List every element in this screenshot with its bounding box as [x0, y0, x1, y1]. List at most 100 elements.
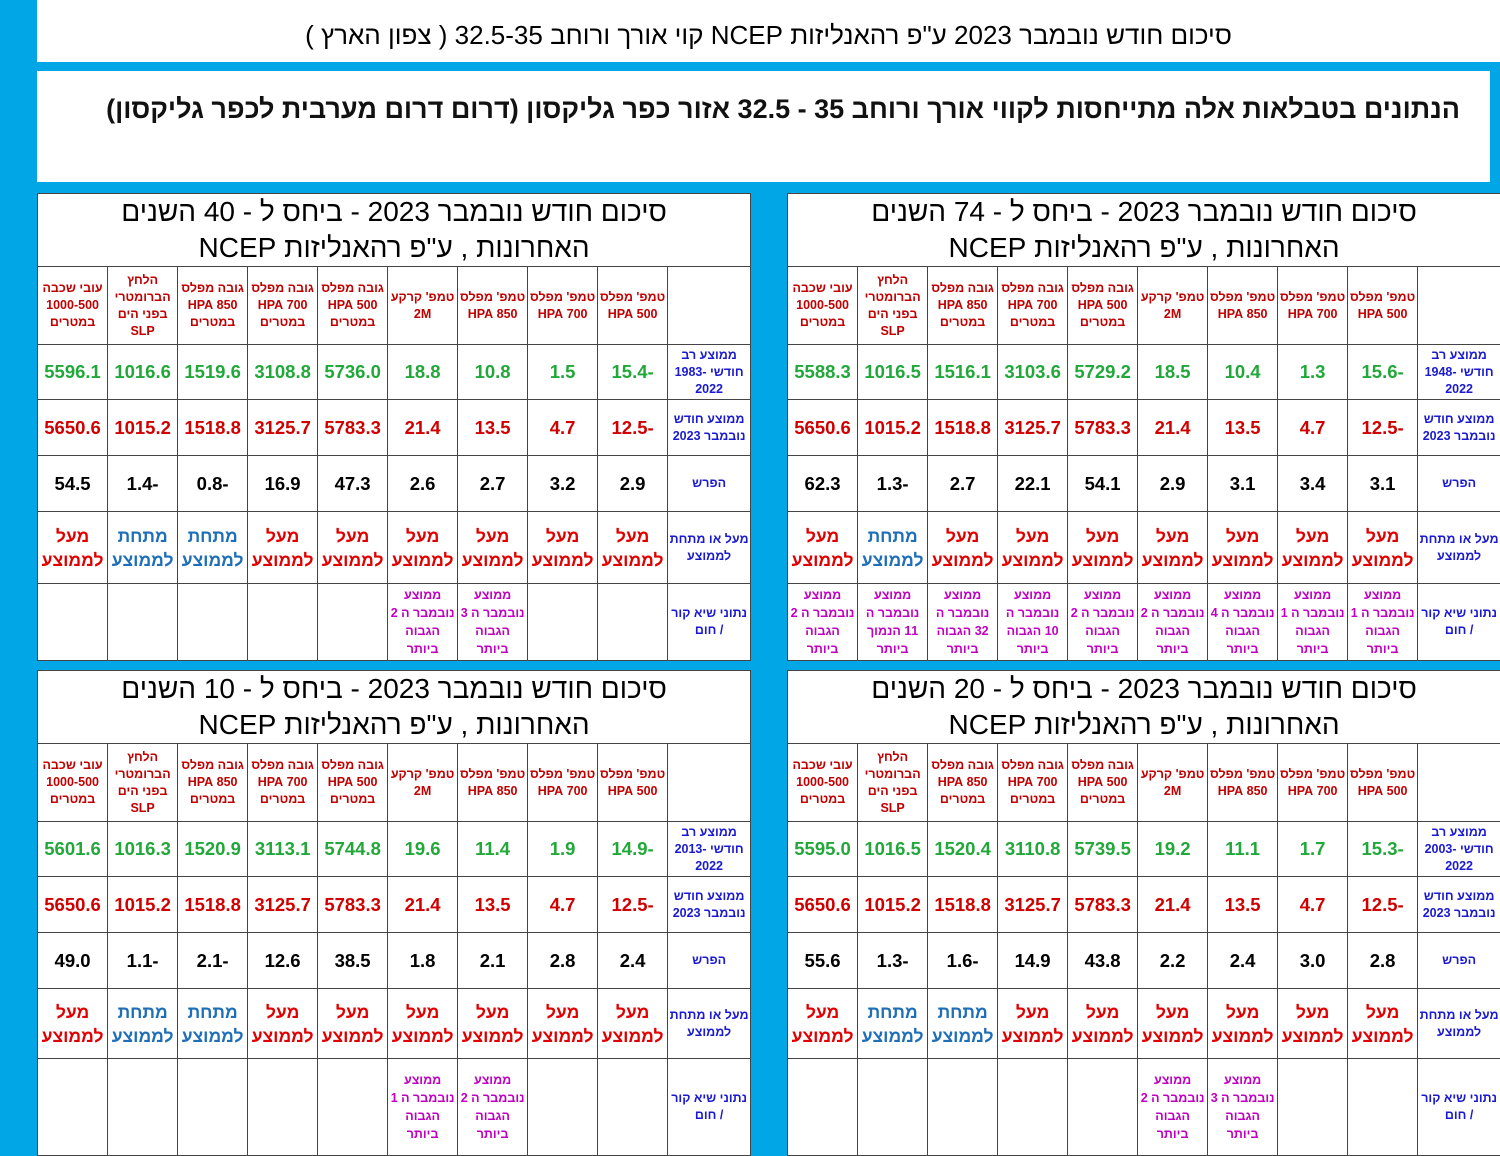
- corner-cell: [667, 743, 752, 822]
- value-cell: 1520.9: [177, 821, 249, 877]
- corner-cell: [1417, 743, 1500, 822]
- summary-table: סיכום חודש נובמבר 2023 - ביחס ל - 10 השנ…: [36, 670, 752, 1156]
- row-label: נתוני שיא קור / חום: [667, 583, 752, 661]
- table-body: סיכום חודש נובמבר 2023 - ביחס ל - 40 השנ…: [36, 193, 752, 661]
- value-cell: 13.5: [457, 876, 529, 933]
- column-header: גובה מפלס 850 HPA במטרים: [177, 266, 249, 345]
- value-cell: 22.1: [997, 455, 1069, 512]
- value-cell: 21.4: [1137, 399, 1209, 456]
- row-label: הפרש: [667, 455, 752, 512]
- value-cell: -2.1: [177, 932, 249, 989]
- row-label: ממוצע חודש נובמבר 2023: [1417, 399, 1500, 456]
- data-row: נתוני שיא קור / חום ממוצע נובמבר ה 3 הגבו…: [786, 1058, 1500, 1156]
- value-cell: 3125.7: [247, 876, 319, 933]
- row-label: ממוצע רב חודשי 2013-2022: [667, 821, 752, 877]
- value-cell: ממוצע נובמבר ה 2 הגבוה ביותר: [1067, 583, 1139, 661]
- column-header: טמפ' מפלס 850 HPA: [457, 266, 529, 345]
- value-cell: -1.3: [857, 932, 929, 989]
- value-cell: מעל לממוצע: [997, 988, 1069, 1059]
- value-cell: 5783.3: [1067, 876, 1139, 933]
- page-title: סיכום חודש נובמבר 2023 ע"פ רהאנליזות NCE…: [37, 0, 1500, 62]
- value-cell: -15.4: [597, 344, 669, 400]
- value-cell: 2.1: [457, 932, 529, 989]
- value-cell: 5588.3: [786, 344, 859, 400]
- value-cell: 5736.0: [317, 344, 389, 400]
- value-cell: 4.7: [527, 876, 599, 933]
- value-cell: -15.6: [1347, 344, 1419, 400]
- column-header: טמפ' מפלס 850 HPA: [1207, 743, 1279, 822]
- column-header: גובה מפלס 850 HPA במטרים: [177, 743, 249, 822]
- value-cell: 5601.6: [36, 821, 109, 877]
- title-row: סיכום חודש נובמבר 2023 - ביחס ל - 20 השנ…: [786, 670, 1500, 744]
- data-row: הפרש 3.1 3.4 3.1 2.9 54.1 22.1 2.7 -1.3 62.3: [786, 455, 1500, 512]
- column-header: טמפ' מפלס 700 HPA: [1277, 266, 1349, 345]
- value-cell: -1.1: [107, 932, 179, 989]
- row-label: נתוני שיא קור / חום: [1417, 583, 1500, 661]
- value-cell: 5739.5: [1067, 821, 1139, 877]
- value-cell: מתחת לממוצע: [857, 988, 929, 1059]
- corner-cell: [667, 266, 752, 345]
- table-body: סיכום חודש נובמבר 2023 - ביחס ל - 74 השנ…: [786, 193, 1500, 661]
- value-cell: 5650.6: [36, 876, 109, 933]
- table-title: סיכום חודש נובמבר 2023 - ביחס ל - 10 השנ…: [36, 670, 752, 744]
- value-cell: מעל לממוצע: [457, 511, 529, 584]
- value-cell: 5650.6: [36, 399, 109, 456]
- row-label: נתוני שיא קור / חום: [1417, 1058, 1500, 1156]
- value-cell: 2.7: [927, 455, 999, 512]
- value-cell: 18.5: [1137, 344, 1209, 400]
- header-row: טמפ' מפלס 500 HPA טמפ' מפלס 700 HPA טמפ' מ…: [36, 743, 752, 822]
- empty-cell: [107, 1058, 179, 1156]
- value-cell: מעל לממוצע: [1207, 511, 1279, 584]
- column-header: הלחץ הברומטרי בפני הים SLP: [107, 743, 179, 822]
- column-header: טמפ' מפלס 500 HPA: [597, 743, 669, 822]
- value-cell: 1016.5: [857, 344, 929, 400]
- column-header: טמפ' קרקע 2M: [1137, 743, 1209, 822]
- row-label: ממוצע חודש נובמבר 2023: [667, 876, 752, 933]
- value-cell: מעל לממוצע: [387, 511, 459, 584]
- empty-cell: [527, 583, 599, 661]
- value-cell: ממוצע נובמבר ה 11 הנמוך ביותר: [857, 583, 929, 661]
- value-cell: 1016.3: [107, 821, 179, 877]
- value-cell: 1.9: [527, 821, 599, 877]
- value-cell: מעל לממוצע: [527, 988, 599, 1059]
- value-cell: 5650.6: [786, 399, 859, 456]
- value-cell: 1518.8: [927, 876, 999, 933]
- value-cell: מעל לממוצע: [1277, 511, 1349, 584]
- value-cell: 4.7: [527, 399, 599, 456]
- data-row: ממוצע חודש נובמבר 2023 -12.5 4.7 13.5 21.4 57…: [36, 876, 752, 933]
- page-subtitle: הנתונים בטבלאות אלה מתייחסות לקווי אורך …: [37, 71, 1490, 182]
- row-label: מעל או מתחת לממוצע: [1417, 988, 1500, 1059]
- column-header: גובה מפלס 700 HPA במטרים: [247, 266, 319, 345]
- value-cell: 21.4: [387, 876, 459, 933]
- empty-cell: [857, 1058, 929, 1156]
- table-body: סיכום חודש נובמבר 2023 - ביחס ל - 20 השנ…: [786, 670, 1500, 1156]
- value-cell: 21.4: [387, 399, 459, 456]
- value-cell: 1.7: [1277, 821, 1349, 877]
- value-cell: 1015.2: [107, 876, 179, 933]
- corner-cell: [1417, 266, 1500, 345]
- value-cell: ממוצע נובמבר ה 2 הגבוה ביותר: [1137, 1058, 1209, 1156]
- value-cell: מעל לממוצע: [457, 988, 529, 1059]
- value-cell: 3103.6: [997, 344, 1069, 400]
- value-cell: 3125.7: [997, 399, 1069, 456]
- row-label: הפרש: [667, 932, 752, 989]
- value-cell: 47.3: [317, 455, 389, 512]
- summary-table: סיכום חודש נובמבר 2023 - ביחס ל - 74 השנ…: [786, 193, 1500, 661]
- empty-cell: [107, 583, 179, 661]
- value-cell: 3125.7: [247, 399, 319, 456]
- value-cell: 5783.3: [317, 876, 389, 933]
- data-row: ממוצע רב חודשי 2013-2022 -14.9 1.9 11.4 19.6…: [36, 821, 752, 877]
- value-cell: 1518.8: [927, 399, 999, 456]
- data-row: הפרש 2.4 2.8 2.1 1.8 38.5 12.6 -2.1 -1.1 49.0: [36, 932, 752, 989]
- value-cell: 2.7: [457, 455, 529, 512]
- value-cell: 5729.2: [1067, 344, 1139, 400]
- value-cell: 1016.6: [107, 344, 179, 400]
- data-row: הפרש 2.8 3.0 2.4 2.2 43.8 14.9 -1.6 -1.3 55.6: [786, 932, 1500, 989]
- data-row: ממוצע חודש נובמבר 2023 -12.5 4.7 13.5 21.4 57…: [786, 399, 1500, 456]
- value-cell: מעל לממוצע: [1277, 988, 1349, 1059]
- value-cell: ממוצע נובמבר ה 2 הגבוה ביותר: [457, 1058, 529, 1156]
- header-row: טמפ' מפלס 500 HPA טמפ' מפלס 700 HPA טמפ' מ…: [786, 743, 1500, 822]
- value-cell: מעל לממוצע: [317, 511, 389, 584]
- data-row: נתוני שיא קור / חום ממוצע נובמבר ה 3 הגבו…: [36, 583, 752, 661]
- value-cell: מתחת לממוצע: [177, 988, 249, 1059]
